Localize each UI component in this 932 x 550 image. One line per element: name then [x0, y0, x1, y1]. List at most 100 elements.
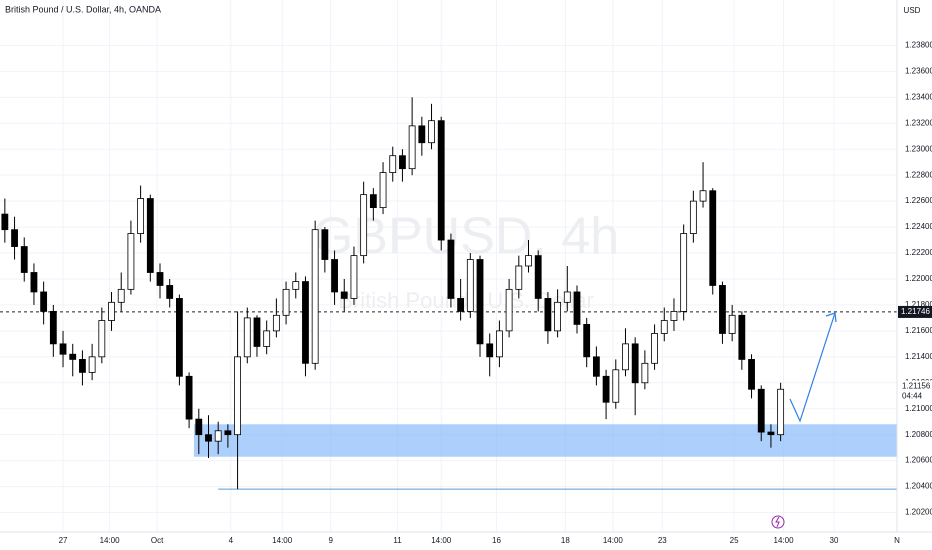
y-tick-label: 1.23200 [905, 118, 932, 127]
y-tick-label: 1.21600 [905, 326, 932, 335]
y-tick-label: 1.23000 [905, 144, 932, 153]
x-tick-label: 14:00 [774, 536, 795, 545]
x-tick-label: N [894, 536, 900, 545]
last-price-label: 1.21156 [902, 382, 931, 391]
candle-body [728, 314, 736, 334]
candle-body [767, 431, 775, 436]
candle-body [360, 194, 368, 257]
candle-body [777, 388, 785, 436]
candle-body [98, 320, 106, 358]
last-price-box [898, 380, 932, 403]
candle-body [738, 314, 746, 360]
candle-body [195, 418, 203, 436]
y-tick-label: 1.21000 [905, 404, 932, 413]
watermark: GBPUSD, 4h [313, 208, 619, 266]
y-tick-label: 1.20400 [905, 482, 932, 491]
x-tick-label: 16 [492, 536, 501, 545]
chart-title: British Pound / U.S. Dollar, 4h, OANDA [5, 4, 161, 14]
y-tick-label: 1.20800 [905, 430, 932, 439]
event-icon[interactable] [771, 515, 785, 529]
x-tick-label: 14:00 [100, 536, 121, 545]
candle-body [321, 229, 329, 260]
candle-body [311, 229, 319, 364]
candle-body [69, 353, 77, 360]
candle-body [59, 343, 67, 355]
y-tick-label: 1.21800 [905, 300, 932, 309]
candle-body [350, 255, 358, 299]
candle-body [389, 155, 397, 173]
y-tick-label: 1.20600 [905, 456, 932, 465]
candle-body [699, 190, 707, 202]
candle-body [88, 356, 96, 373]
candle-body [641, 362, 649, 384]
candle-body [117, 288, 125, 303]
candle-body [515, 265, 523, 290]
y-tick-label: 1.22000 [905, 274, 932, 283]
candle-body [573, 291, 581, 325]
candle-body [340, 291, 348, 299]
candle-body [757, 388, 765, 433]
candle-body [253, 317, 261, 347]
candle-body [748, 359, 755, 390]
candle-body [302, 281, 309, 364]
x-tick-label: Oct [151, 536, 164, 545]
candle-body [592, 356, 600, 377]
candle-body [214, 430, 222, 442]
x-tick-label: 14:00 [431, 536, 452, 545]
y-tick-label: 1.23800 [905, 41, 932, 50]
candle-body [175, 298, 183, 377]
candle-body [437, 120, 445, 241]
y-tick-label: 1.22200 [905, 248, 932, 257]
candle-body [156, 272, 164, 286]
axes: 1.202001.204001.206001.208001.210001.212… [59, 41, 932, 545]
x-tick-label: 25 [730, 536, 739, 545]
candle-body [466, 259, 474, 312]
candle-body [408, 125, 416, 170]
x-tick-label: 4 [229, 536, 234, 545]
x-tick-label: 9 [328, 536, 333, 545]
candle-body [622, 343, 629, 371]
candle-body [185, 375, 193, 420]
candle-body [689, 200, 697, 234]
candle-body [525, 255, 532, 267]
event-bolt [775, 516, 780, 528]
candle-body [418, 125, 426, 144]
candle-body [428, 120, 435, 144]
candle-body [11, 229, 18, 247]
candle-body [563, 291, 571, 303]
price-line-label: 1.21746 [901, 307, 930, 316]
candle-body [282, 288, 290, 316]
price-line-label-box [898, 305, 932, 318]
y-tick-label: 1.23600 [905, 66, 932, 75]
candle-body [496, 330, 503, 358]
candle-body [680, 233, 688, 312]
candle-body [612, 369, 620, 403]
candle-body [554, 301, 562, 332]
candle-body [651, 333, 658, 364]
candle-body [660, 320, 668, 334]
candle-body [447, 239, 455, 299]
arrow-head [825, 312, 837, 323]
candle-body [127, 233, 135, 290]
y-tick-label: 1.20200 [905, 508, 932, 517]
candle-body [331, 259, 338, 293]
candle-body [243, 317, 251, 358]
candle-body [292, 281, 300, 290]
x-tick-label: 11 [393, 536, 402, 545]
y-tick-label: 1.22400 [905, 222, 932, 231]
candle-body [40, 291, 48, 312]
candle-body [379, 172, 387, 209]
candle-body [205, 434, 212, 442]
candle-body [1, 213, 9, 231]
candle-body [272, 314, 280, 332]
candle-body [631, 343, 639, 384]
candle-body [79, 359, 86, 373]
candle-body [544, 298, 552, 332]
candle-body [263, 330, 271, 347]
candle-body [670, 311, 678, 321]
x-tick-label: 14:00 [272, 536, 293, 545]
x-tick-label: 14:00 [603, 536, 624, 545]
candle-body [49, 311, 57, 345]
candle-body [234, 356, 241, 436]
